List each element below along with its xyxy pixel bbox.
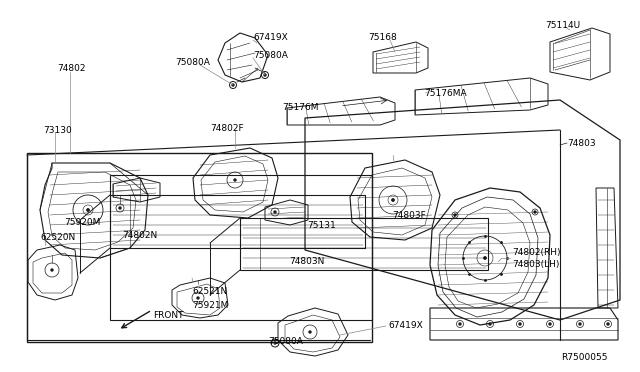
Text: 74802: 74802: [57, 64, 86, 73]
Circle shape: [454, 214, 456, 216]
Text: 74803(LH): 74803(LH): [512, 260, 559, 269]
Circle shape: [459, 323, 461, 325]
Circle shape: [484, 257, 486, 259]
Text: 75176M: 75176M: [282, 103, 319, 112]
Text: 75920M: 75920M: [64, 218, 100, 227]
Text: 75131: 75131: [307, 221, 336, 230]
Circle shape: [234, 179, 236, 181]
Text: 75921M: 75921M: [192, 301, 228, 310]
Text: 75176MA: 75176MA: [424, 89, 467, 97]
Circle shape: [51, 269, 53, 271]
Circle shape: [489, 323, 491, 325]
Text: 74802F: 74802F: [210, 124, 244, 132]
Circle shape: [232, 84, 234, 86]
Text: 75080A: 75080A: [175, 58, 210, 67]
Text: 75114U: 75114U: [545, 20, 580, 29]
Circle shape: [579, 323, 581, 325]
Text: 74803: 74803: [567, 138, 596, 148]
Text: 67419X: 67419X: [388, 321, 423, 330]
Text: FRONT: FRONT: [153, 311, 184, 320]
Circle shape: [534, 211, 536, 213]
Text: 75080A: 75080A: [253, 51, 288, 60]
Text: 74803N: 74803N: [289, 257, 324, 266]
Circle shape: [274, 342, 276, 344]
Text: 67419X: 67419X: [253, 32, 288, 42]
Circle shape: [274, 211, 276, 213]
Text: 74802N: 74802N: [122, 231, 157, 240]
Text: 74803F: 74803F: [392, 211, 426, 219]
Circle shape: [392, 199, 394, 201]
Text: R7500055: R7500055: [561, 353, 607, 362]
Circle shape: [484, 257, 486, 259]
Circle shape: [264, 74, 266, 76]
Circle shape: [87, 209, 89, 211]
Circle shape: [519, 323, 521, 325]
Circle shape: [309, 331, 311, 333]
Text: 62520N: 62520N: [40, 232, 76, 241]
Text: 73130: 73130: [43, 125, 72, 135]
Circle shape: [87, 209, 89, 211]
Text: 74802(RH): 74802(RH): [512, 248, 561, 257]
Circle shape: [197, 297, 199, 299]
Text: 62521N: 62521N: [192, 288, 227, 296]
Circle shape: [549, 323, 551, 325]
Circle shape: [392, 199, 394, 201]
Circle shape: [607, 323, 609, 325]
Text: 75168: 75168: [368, 32, 397, 42]
Circle shape: [119, 207, 121, 209]
Text: 75080A: 75080A: [268, 337, 303, 346]
